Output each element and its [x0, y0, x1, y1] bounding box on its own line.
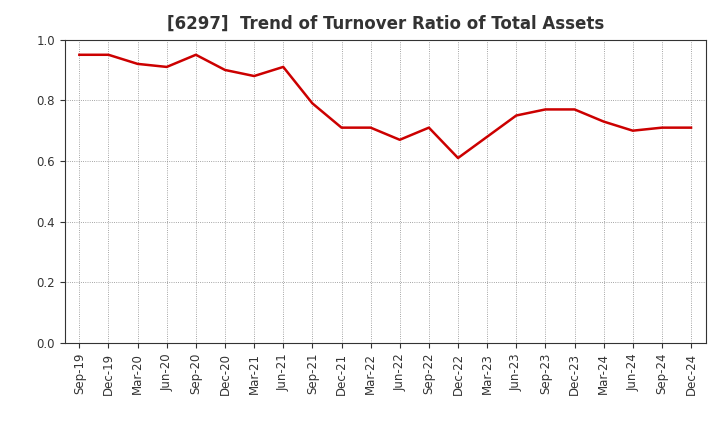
Title: [6297]  Trend of Turnover Ratio of Total Assets: [6297] Trend of Turnover Ratio of Total … [166, 15, 604, 33]
